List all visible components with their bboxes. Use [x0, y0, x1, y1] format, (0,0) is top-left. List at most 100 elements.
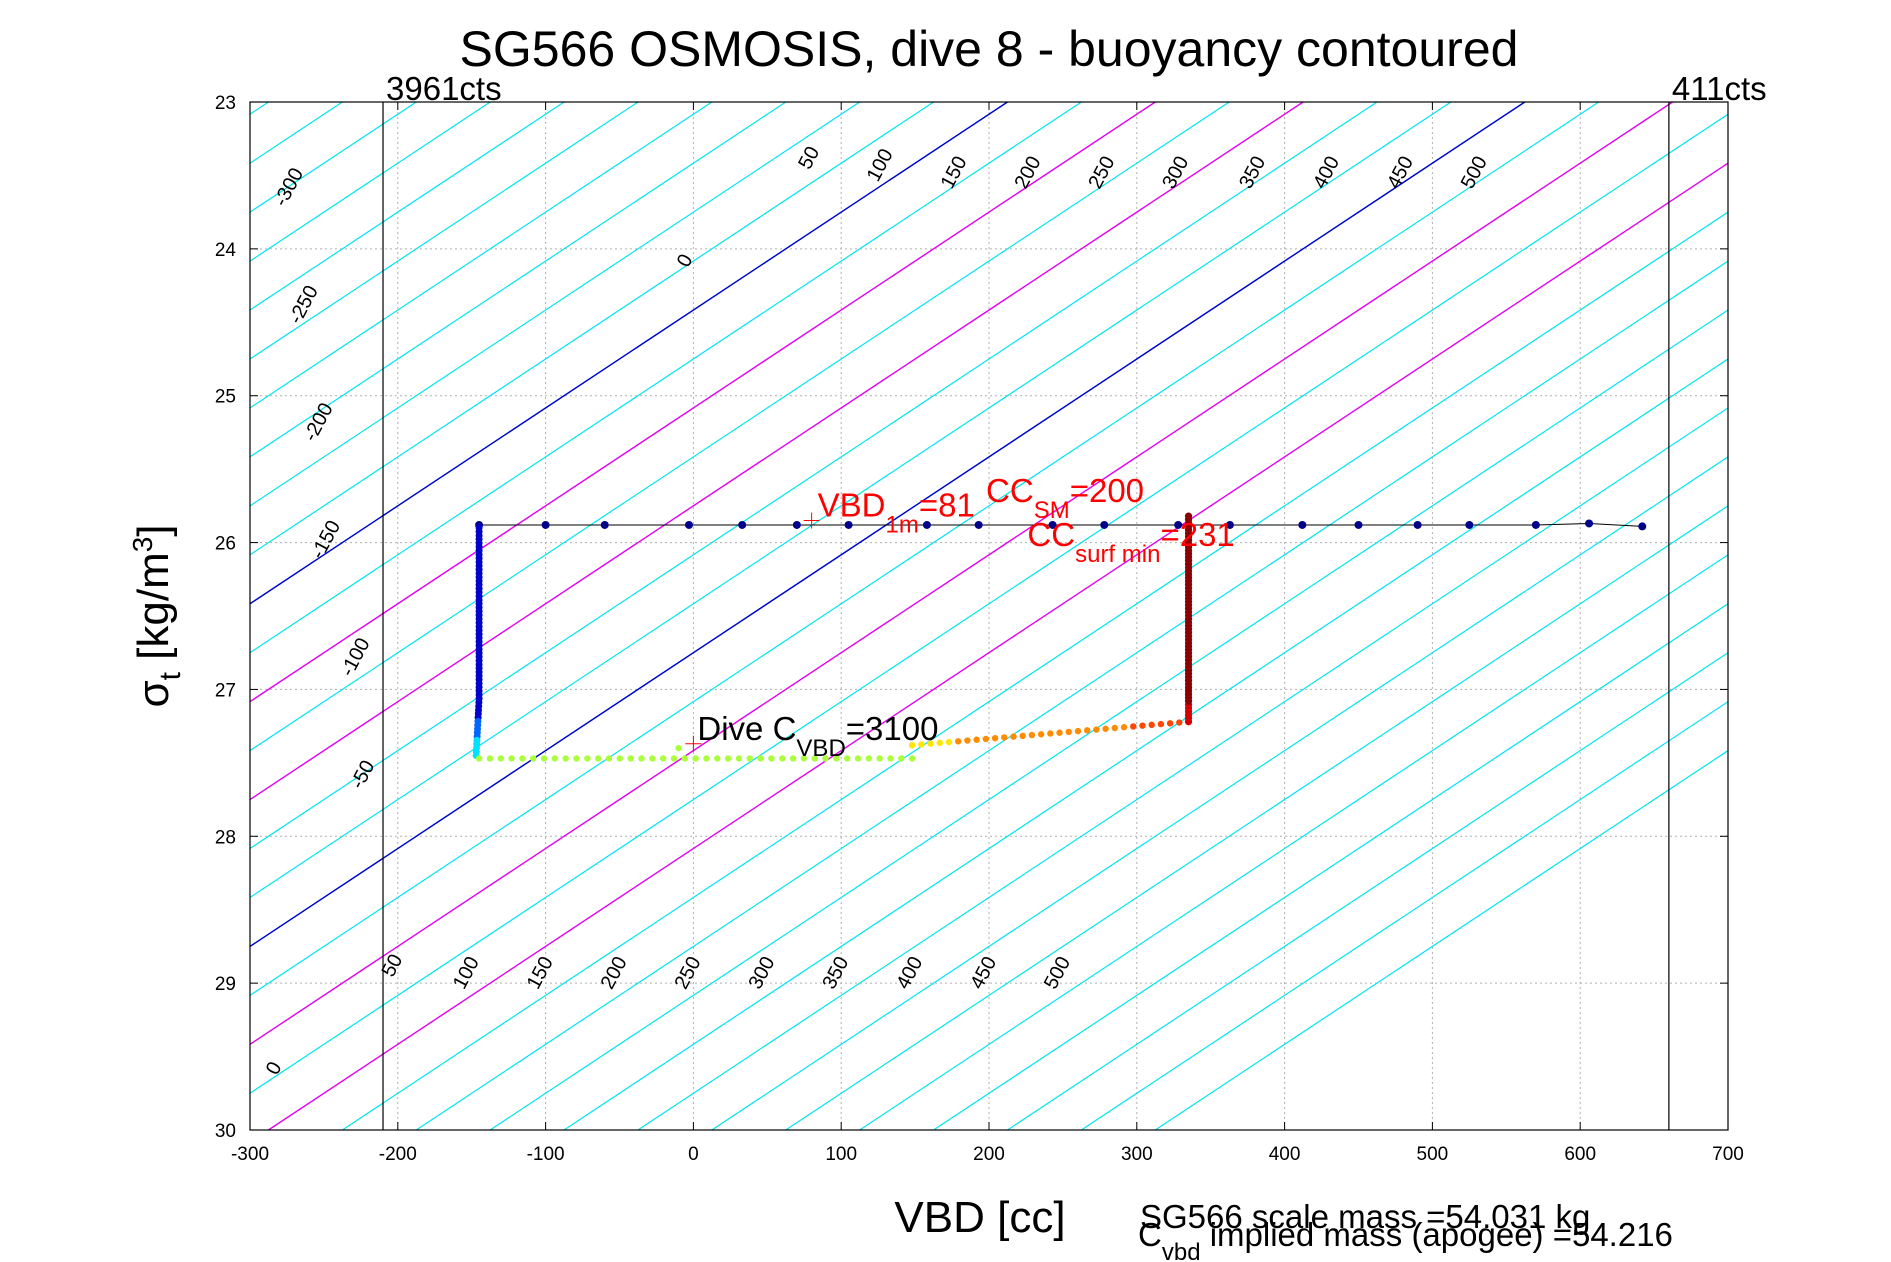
surface-point [1638, 522, 1647, 531]
contour-line [1154, 749, 1728, 1130]
contour-label: -150 [307, 517, 345, 563]
ascent-point [936, 739, 943, 747]
contour-label: 500 [1040, 953, 1075, 993]
ascent-point [1130, 723, 1137, 730]
bottom-point [854, 755, 862, 762]
contour-label: 100 [449, 953, 484, 993]
implied-mass-rest: implied mass (apogee) =54.216 [1201, 1216, 1673, 1253]
bottom-point [594, 755, 602, 762]
contour-line [250, 102, 1082, 654]
contour-label: 50 [378, 951, 408, 981]
surface-point [1465, 520, 1474, 529]
contour-line [250, 102, 1378, 850]
ascent-point [1065, 728, 1072, 736]
bottom-point [724, 755, 732, 762]
contour-line [415, 260, 1728, 1130]
bottom-point [735, 755, 743, 762]
ascent-point [991, 734, 999, 742]
contour-label: -250 [285, 282, 323, 328]
ascent-point [945, 738, 953, 746]
surface-point [1531, 520, 1540, 529]
contour-label: 200 [1010, 153, 1045, 193]
contour-line [637, 407, 1728, 1130]
ascent-point [1074, 727, 1082, 735]
surface-point [1100, 520, 1109, 529]
ascent-point [1083, 727, 1091, 734]
contour-label: 0 [262, 1058, 287, 1078]
y-tick-label: 26 [215, 534, 236, 555]
surface-point [974, 520, 983, 529]
surface-point [1298, 520, 1307, 529]
bottom-point [757, 755, 764, 762]
contour-line [250, 102, 787, 458]
x-tick-label: 700 [1712, 1144, 1744, 1165]
ascent-point [955, 738, 962, 745]
bottom-point [573, 755, 580, 762]
bottom-point [497, 755, 504, 762]
ascent-point [1102, 725, 1109, 732]
y-axis-label-sup: 3 [127, 537, 158, 553]
contour-label: 450 [1383, 153, 1418, 193]
contour-label: -200 [299, 399, 337, 445]
vbd-1m-label: VBD1m=81 [818, 487, 975, 539]
bottom-point [800, 755, 808, 762]
bottom-point [627, 755, 634, 762]
contour-label: 500 [1457, 153, 1492, 193]
bottom-point [887, 755, 894, 762]
bottom-point [670, 755, 678, 762]
ascent-point [908, 742, 916, 749]
contour-label: 300 [1158, 153, 1193, 193]
bottom-point [768, 755, 775, 762]
bottom-point [486, 755, 494, 762]
bottom-point [908, 755, 916, 762]
ascent-point [918, 741, 925, 748]
contour-line [933, 603, 1728, 1130]
ascent-point [982, 735, 990, 743]
bottom-point [508, 755, 515, 762]
contour-line [250, 102, 565, 311]
contour-line [250, 102, 491, 262]
bottom-point [530, 755, 537, 762]
ascent-point [927, 740, 934, 747]
bottom-point [681, 755, 688, 762]
bottom-point [616, 755, 624, 762]
ascent-point [1093, 726, 1100, 733]
y-axis-label-main: σ [129, 680, 178, 707]
ascent-point [1028, 731, 1036, 739]
bottom-point [714, 755, 721, 762]
y-axis-label: σt [kg/m3] [127, 524, 187, 707]
contour-label: 350 [818, 953, 853, 993]
scale-mass-note: SG566 scale mass =54.031 kg [1140, 1198, 1590, 1235]
bottom-point [779, 755, 786, 762]
y-tick-label: 29 [215, 974, 236, 995]
surface-point [1225, 520, 1234, 529]
contour-line [250, 113, 1728, 1095]
contour-line [785, 505, 1728, 1130]
y-tick-label: 25 [215, 387, 236, 408]
chart-title: SG566 OSMOSIS, dive 8 - buoyancy contour… [460, 21, 1519, 77]
contour-line [250, 102, 713, 409]
contour-label: 250 [671, 953, 706, 993]
x-tick-label: 0 [688, 1144, 699, 1165]
bottom-point [843, 755, 851, 762]
bottom-point [746, 755, 753, 762]
ascent-point [1148, 721, 1155, 729]
count-label: 411cts [1672, 70, 1767, 107]
ascent-point [1157, 720, 1165, 728]
surface-point [738, 520, 747, 529]
bottom-point [692, 755, 699, 762]
x-tick-label: 300 [1121, 1144, 1153, 1165]
axis-ticks: -300 -200 -100 0 100 200 300 400 500 600 700232425… [215, 93, 1744, 1165]
ascent-point [1010, 733, 1017, 740]
ascent-point [1001, 734, 1008, 741]
contour-line [250, 102, 1600, 997]
surface-point [600, 520, 609, 529]
bottom-point [562, 755, 569, 762]
surface-point [922, 520, 931, 529]
surface-point [1174, 520, 1183, 529]
ascent-point [1019, 732, 1026, 740]
bottom-point [876, 755, 883, 762]
y-axis-label-end: ] [129, 524, 178, 536]
ascent-point [1176, 719, 1183, 726]
